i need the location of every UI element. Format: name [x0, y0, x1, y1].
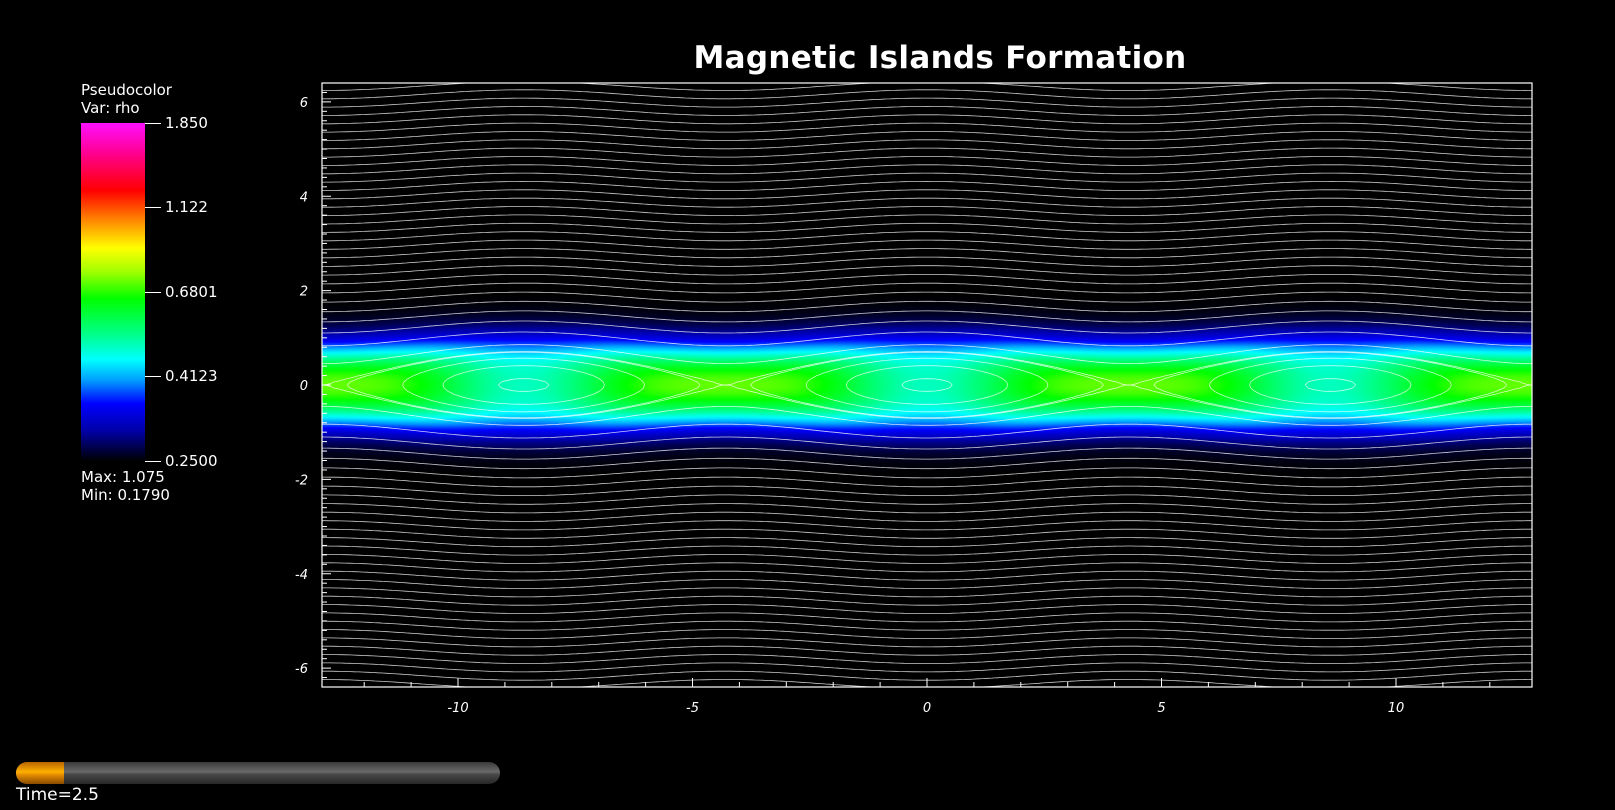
- contour-line-25: [322, 164, 1532, 606]
- contour-line-14: [322, 256, 1532, 514]
- legend-var-name: Var: rho: [81, 99, 140, 117]
- contour-line-13: [322, 265, 1532, 505]
- contour-line-35: [322, 82, 1532, 688]
- contour-line-5: [321, 344, 1533, 426]
- contour-line-16: [322, 239, 1532, 531]
- axes: -10 -5 0 5 10 -6 -4 -2 0 2 4 6: [295, 91, 1491, 716]
- contour-line-1: [442, 365, 1412, 405]
- contour-line-4: [321, 351, 1533, 419]
- y-tick-label-4: 2: [300, 285, 308, 300]
- contour-line-17: [322, 231, 1532, 539]
- legend-min: Min: 0.1790: [81, 486, 170, 504]
- contour-line-27: [322, 147, 1532, 623]
- y-tick-label-1: -4: [295, 568, 308, 583]
- colorbar-tick-label-1: 1.122: [165, 198, 208, 216]
- contour-line-7: [322, 320, 1532, 450]
- contour-line-21: [322, 197, 1532, 573]
- colorbar-legend: Pseudocolor Var: rho 1.850 1.122 0.6801 …: [81, 82, 281, 512]
- y-tick-label-2: -2: [295, 473, 308, 488]
- contour-line-18: [322, 222, 1532, 548]
- contour-line-31: [322, 114, 1532, 656]
- x-tick-label-4: 10: [1388, 701, 1405, 716]
- contour-line-24: [322, 172, 1532, 598]
- contour-line-11: [322, 282, 1532, 488]
- contour-line-33: [322, 97, 1532, 673]
- y-tick-label-3: 0: [300, 379, 308, 394]
- y-tick-label-0: -6: [295, 662, 308, 677]
- contour-line-0: [498, 378, 1356, 392]
- contour-line-22: [322, 189, 1532, 581]
- contour-line-30: [322, 122, 1532, 648]
- chart-title: Magnetic Islands Formation: [693, 40, 1187, 76]
- colorbar-tick-label-2: 0.6801: [165, 283, 218, 301]
- contour-line-19: [322, 214, 1532, 556]
- time-slider[interactable]: [16, 762, 500, 784]
- contour-line-34: [322, 89, 1532, 681]
- contour-line-26: [321, 156, 1533, 614]
- legend-max: Max: 1.075: [81, 468, 165, 486]
- contour-line-20: [322, 206, 1532, 564]
- y-tick-label-6: 6: [300, 96, 308, 111]
- x-tick-label-2: 0: [923, 701, 931, 716]
- legend-plot-type: Pseudocolor: [81, 81, 172, 99]
- contour-line-29: [321, 131, 1533, 639]
- contour-line-28: [322, 139, 1532, 631]
- contour-line-6: [322, 331, 1532, 439]
- colorbar-gradient: [81, 123, 145, 461]
- contour-line-23: [322, 181, 1532, 589]
- field-line-contours: [321, 82, 1533, 688]
- contour-line-9: [322, 300, 1532, 470]
- x-tick-label-0: -10: [447, 701, 468, 716]
- time-slider-fill: [16, 762, 65, 784]
- x-tick-label-1: -5: [686, 701, 699, 716]
- time-label: Time=2.5: [16, 785, 99, 805]
- contour-line-10: [322, 291, 1532, 479]
- colorbar-tick-label-0: 1.850: [165, 114, 208, 132]
- contour-line-8: [322, 310, 1532, 460]
- colorbar-tick-label-3: 0.4123: [165, 367, 218, 385]
- x-tick-label-3: 5: [1157, 701, 1165, 716]
- y-tick-label-5: 4: [300, 190, 308, 205]
- colorbar-tick-label-4: 0.2500: [165, 452, 218, 470]
- density-heatmap: [322, 83, 1532, 687]
- contour-line-15: [322, 248, 1532, 522]
- contour-line-2: [402, 357, 1452, 413]
- contour-line-32: [322, 106, 1532, 664]
- contour-line-12: [322, 274, 1532, 496]
- contour-line-3: [346, 351, 1508, 419]
